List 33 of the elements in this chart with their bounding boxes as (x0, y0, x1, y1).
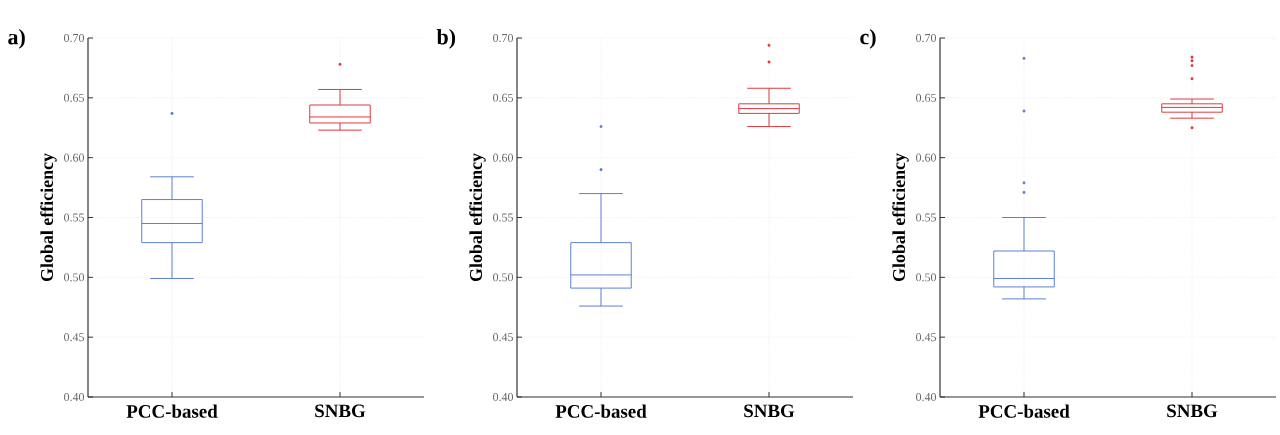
y-axis-title: Global efficiency (40, 153, 57, 282)
y-axis-title: Global efficiency (892, 153, 909, 282)
y-tick-label: 0.60 (493, 153, 514, 162)
chart-title: c) (860, 28, 876, 49)
y-tick-label: 0.65 (916, 93, 937, 102)
x-tick-label: PCC-based (555, 404, 647, 418)
x-tick-label: SNBG (315, 404, 366, 418)
y-tick-label: 0.55 (493, 213, 514, 222)
y-tick-label: 0.50 (916, 273, 937, 282)
y-tick-label: 0.55 (916, 213, 937, 222)
y-tick-label: 0.70 (64, 33, 85, 43)
y-tick-label: 0.50 (64, 273, 85, 282)
y-tick-label: 0.60 (916, 153, 937, 162)
y-tick-label: 0.55 (64, 213, 85, 222)
x-tick-label: PCC-based (126, 404, 218, 418)
y-tick-label: 0.40 (916, 392, 937, 402)
chart-title: a) (8, 28, 25, 49)
y-tick-label: 0.70 (493, 33, 514, 43)
y-tick-label: 0.50 (493, 273, 514, 282)
chart-title: b) (436, 28, 456, 49)
y-tick-label: 0.45 (493, 333, 514, 342)
y-tick-label: 0.65 (493, 93, 514, 102)
x-tick-label: SNBG (744, 404, 795, 418)
y-tick-label: 0.40 (493, 392, 514, 402)
x-tick-label: SNBG (1167, 404, 1218, 418)
y-tick-label: 0.40 (64, 392, 85, 402)
y-tick-label: 0.70 (916, 33, 937, 43)
y-axis-title: Global efficiency (469, 153, 486, 282)
x-tick-label: PCC-based (978, 404, 1070, 418)
y-tick-label: 0.60 (64, 153, 85, 162)
y-tick-label: 0.45 (64, 333, 85, 342)
y-tick-label: 0.45 (916, 333, 937, 342)
y-tick-label: 0.65 (64, 93, 85, 102)
